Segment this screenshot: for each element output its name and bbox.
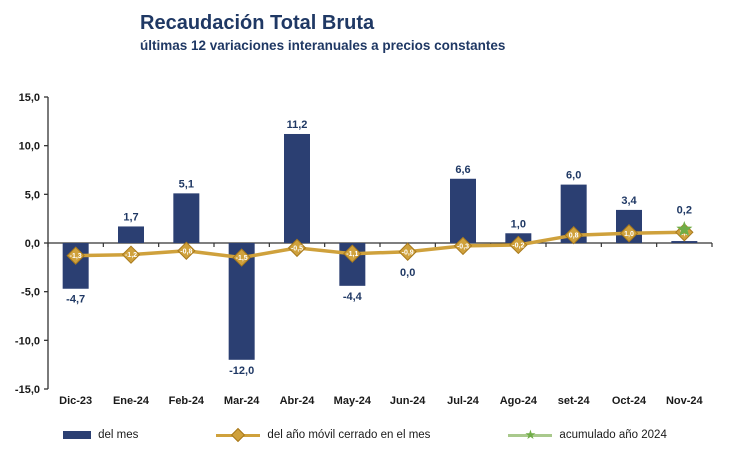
legend-label: del mes — [98, 429, 139, 441]
page-title: Recaudación Total Bruta — [140, 12, 375, 34]
bar-Jul-24 — [450, 178, 476, 243]
x-axis-category-label: set-24 — [558, 395, 591, 407]
line-marker-diamond — [287, 238, 307, 258]
x-axis-category-label: Jul-24 — [447, 395, 480, 407]
bar-value-label: -12,0 — [229, 365, 254, 377]
legend-item-anio-movil: del año móvil cerrado en el mes — [216, 427, 431, 443]
line-marker-diamond — [177, 241, 196, 260]
bar-value-label: 0,2 — [677, 204, 692, 216]
bar-value-label: 6,6 — [455, 164, 470, 176]
line-marker-label: -0,5 — [291, 245, 303, 252]
x-axis-category-label: Ene-24 — [113, 395, 150, 407]
bar-Nov-24 — [671, 241, 698, 243]
line-marker-diamond — [564, 226, 583, 245]
line-marker-diamond — [66, 246, 85, 265]
y-axis-tick-label: 10,0 — [19, 141, 40, 153]
star-icon: ★ — [524, 426, 537, 442]
acumulado-star-marker — [676, 220, 693, 237]
chart-svg: 15,0 10,0 5,0 0,0 -5,0 -10,0 -15,0 -4,7 1,7 5,1 -1… — [15, 92, 713, 407]
bar-value-label: 3,4 — [621, 195, 637, 207]
line-marker-diamond — [398, 242, 417, 261]
bar-Feb-24 — [173, 193, 200, 243]
x-axis-category-label: Nov-24 — [666, 395, 704, 407]
legend-label: acumulado año 2024 — [559, 429, 667, 441]
line-marker-label: 1,0 — [624, 231, 634, 238]
page-subtitle: últimas 12 variaciones interanuales a pr… — [140, 38, 506, 53]
legend-item-acumulado: ★ acumulado año 2024 — [508, 428, 667, 441]
line-marker-diamond — [232, 248, 251, 267]
x-axis-category-label: Jun-24 — [390, 395, 426, 407]
bar-value-label: 1,0 — [511, 218, 526, 230]
line-marker-diamond — [619, 224, 639, 243]
chart-legend: del mes del año móvil cerrado en el mes … — [0, 422, 730, 448]
y-axis-tick-label: -15,0 — [15, 384, 40, 396]
x-axis-category-label: Abr-24 — [280, 395, 316, 407]
line-marker-label: -0,9 — [402, 249, 414, 256]
y-axis-tick-label: -10,0 — [15, 335, 40, 347]
x-axis-category-label: Dic-23 — [59, 395, 92, 407]
line-marker-label: -0,2 — [512, 242, 524, 249]
line-marker-label: -0,3 — [457, 243, 469, 250]
x-axis-category-label: Oct-24 — [612, 395, 647, 407]
line-marker-diamond — [121, 245, 141, 264]
legend-line-diamond-marker — [216, 427, 261, 443]
line-marker-label: 1,1 — [679, 230, 689, 237]
x-axis-category-label: Mar-24 — [224, 395, 260, 407]
x-axis-category-label: Feb-24 — [169, 395, 205, 407]
bar-value-label: 0,0 — [400, 267, 415, 279]
bar-Ene-24 — [118, 226, 144, 243]
bar-value-label: 6,0 — [566, 170, 581, 182]
legend-item-del-mes: del mes — [63, 429, 138, 441]
x-axis-category-label: Ago-24 — [500, 395, 538, 407]
line-marker-label: 0,8 — [569, 233, 579, 240]
y-axis-tick-label: 5,0 — [25, 189, 40, 201]
y-axis-tick-label: 0,0 — [25, 238, 40, 250]
bar-value-label: 1,7 — [123, 211, 138, 223]
legend-label: del año móvil cerrado en el mes — [267, 429, 431, 441]
legend-line-star-marker: ★ — [508, 428, 553, 441]
x-axis-category-label: May-24 — [334, 395, 372, 407]
bar-Abr-24 — [284, 133, 310, 243]
y-axis-tick-label: -5,0 — [21, 287, 40, 299]
bar-value-label: 5,1 — [179, 178, 194, 190]
bar-value-label: 11,2 — [287, 119, 308, 131]
line-marker-label: -1,2 — [125, 252, 137, 259]
legend-bar-swatch — [63, 431, 92, 439]
y-axis-tick-label: 15,0 — [19, 92, 40, 104]
bar-value-label: -4,4 — [343, 291, 363, 303]
line-marker-label: -1,3 — [70, 253, 82, 260]
line-marker-diamond — [509, 235, 528, 255]
line-marker-label: -1,1 — [346, 251, 358, 258]
line-anio-movil — [75, 230, 685, 260]
line-marker-label: -0,8 — [180, 248, 192, 255]
diamond-icon — [231, 427, 246, 443]
bar-value-label: -4,7 — [66, 294, 85, 306]
line-marker-diamond — [343, 244, 362, 263]
line-marker-label: -1,5 — [236, 255, 248, 262]
line-marker-diamond — [453, 236, 473, 256]
